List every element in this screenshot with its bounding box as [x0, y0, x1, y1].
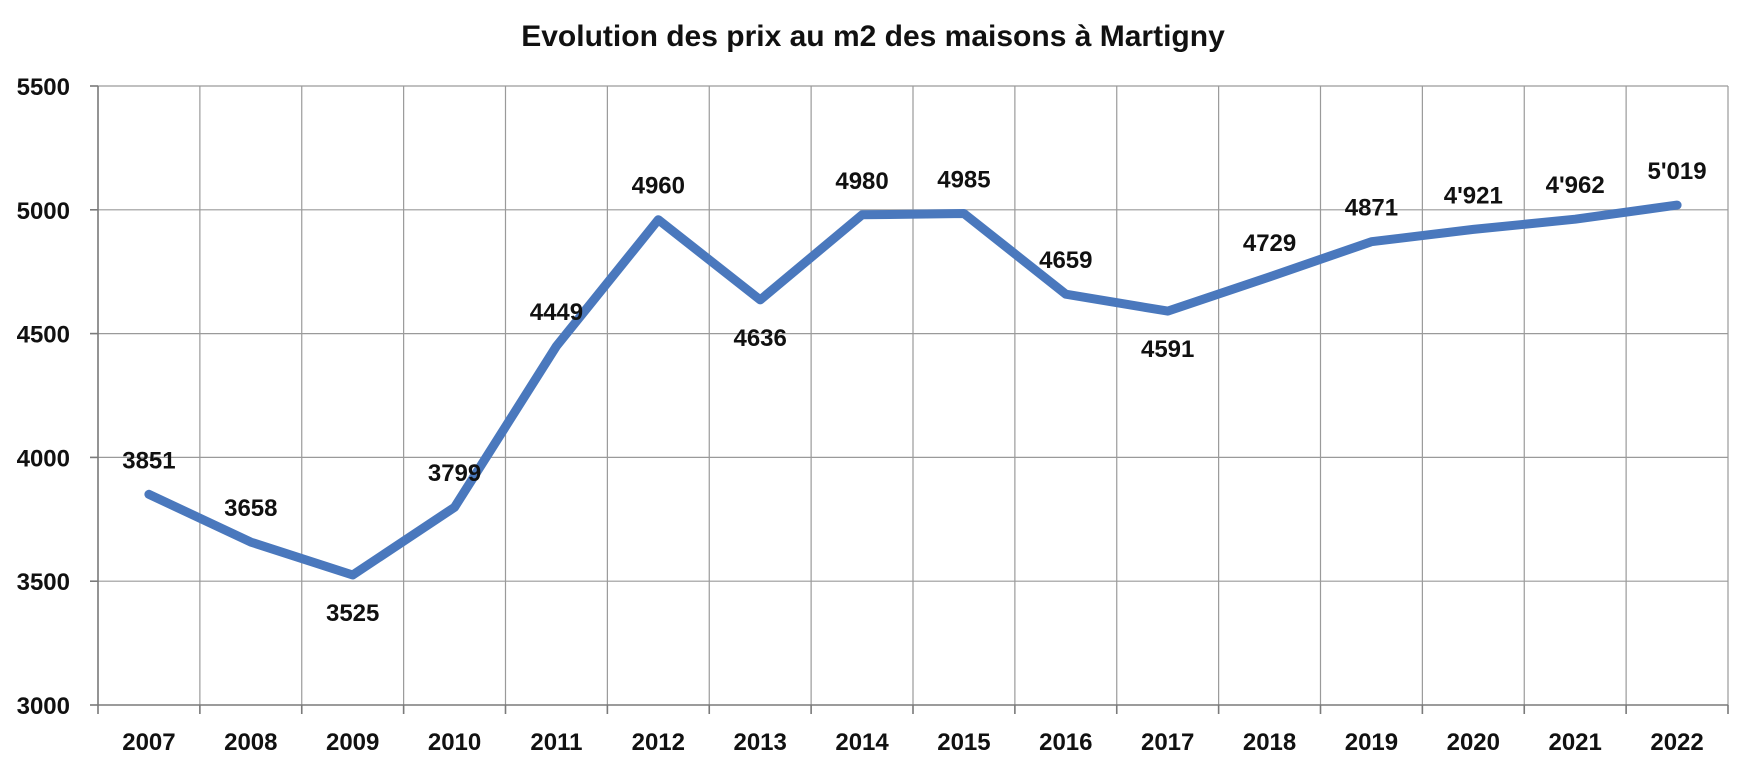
chart-title: Evolution des prix au m2 des maisons à M…	[521, 20, 1225, 53]
y-tick-label: 4000	[17, 445, 70, 472]
x-tick-label: 2011	[530, 729, 582, 756]
series-line	[144, 200, 1682, 580]
x-tick-label: 2017	[1141, 729, 1194, 756]
data-label: 4729	[1243, 230, 1296, 257]
x-tick-label: 2016	[1039, 729, 1092, 756]
x-tick-label: 2022	[1650, 729, 1703, 756]
x-tick-label: 2009	[326, 729, 379, 756]
data-label: 4449	[530, 299, 583, 326]
x-tick-label: 2007	[122, 729, 175, 756]
x-tick-label: 2008	[224, 729, 277, 756]
x-tick-label: 2019	[1345, 729, 1398, 756]
x-tick-label: 2021	[1548, 729, 1601, 756]
data-label: 4591	[1141, 336, 1194, 363]
data-label: 3525	[326, 600, 379, 627]
data-label: 5'019	[1648, 158, 1707, 185]
data-label: 4636	[733, 325, 786, 352]
y-tick-label: 5000	[17, 198, 70, 225]
data-label: 4871	[1345, 195, 1398, 222]
x-tick-label: 2014	[835, 729, 889, 756]
x-tick-label: 2010	[428, 729, 481, 756]
data-label: 4980	[835, 168, 888, 195]
x-tick-label: 2013	[733, 729, 786, 756]
data-label: 4659	[1039, 247, 1092, 274]
y-tick-label: 4500	[17, 322, 70, 349]
y-tick-label: 3500	[17, 569, 70, 596]
x-tick-label: 2018	[1243, 729, 1296, 756]
y-tick-label: 3000	[17, 693, 70, 720]
x-tick-label: 2020	[1447, 729, 1500, 756]
data-label: 4'921	[1444, 182, 1503, 209]
x-tick-label: 2012	[632, 729, 685, 756]
data-label: 4985	[937, 167, 990, 194]
data-label: 4960	[632, 173, 685, 200]
data-label: 3799	[428, 460, 481, 487]
data-label: 3851	[122, 447, 175, 474]
x-tick-label: 2015	[937, 729, 990, 756]
data-label: 3658	[224, 495, 277, 522]
y-tick-label: 5500	[17, 74, 70, 101]
data-label: 4'962	[1546, 172, 1605, 199]
